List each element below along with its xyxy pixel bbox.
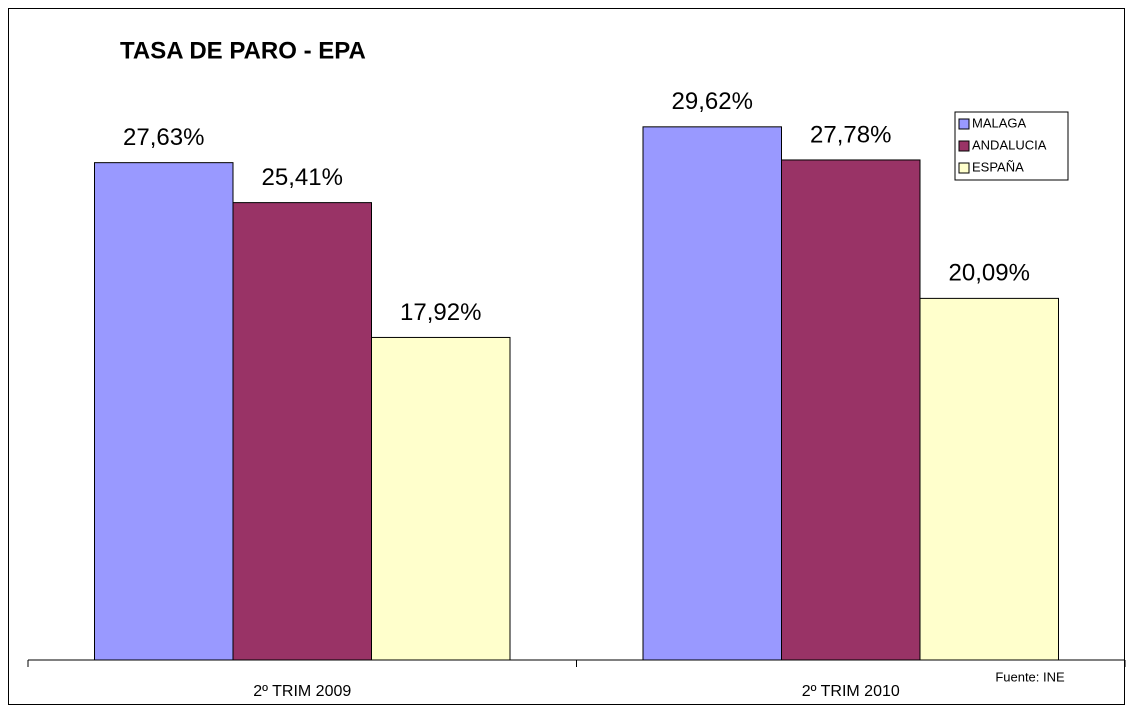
- bar: [371, 336, 511, 661]
- bar: [94, 162, 234, 661]
- bar: [642, 126, 782, 661]
- data-label: 27,63%: [123, 124, 204, 151]
- legend-swatch: [958, 162, 970, 174]
- legend-label: MALAGA: [972, 115, 1027, 130]
- data-label: 29,62%: [672, 88, 753, 115]
- bar: [919, 297, 1059, 661]
- x-tick-label: 2º TRIM 2009: [253, 683, 351, 700]
- legend-label: ESPAÑA: [972, 159, 1024, 174]
- data-label: 20,09%: [949, 260, 1030, 287]
- source-note: Fuente: INE: [995, 669, 1065, 684]
- legend-swatch: [958, 118, 970, 130]
- data-label: 25,41%: [262, 164, 343, 191]
- bar: [232, 202, 372, 661]
- legend-swatch: [958, 140, 970, 152]
- data-label: 17,92%: [400, 299, 481, 326]
- data-label: 27,78%: [810, 121, 891, 148]
- legend-box: [954, 111, 1069, 181]
- x-tick-label: 2º TRIM 2010: [802, 683, 900, 700]
- chart-title: TASA DE PARO - EPA: [120, 37, 366, 64]
- bar: [781, 159, 921, 661]
- legend-label: ANDALUCIA: [972, 137, 1047, 152]
